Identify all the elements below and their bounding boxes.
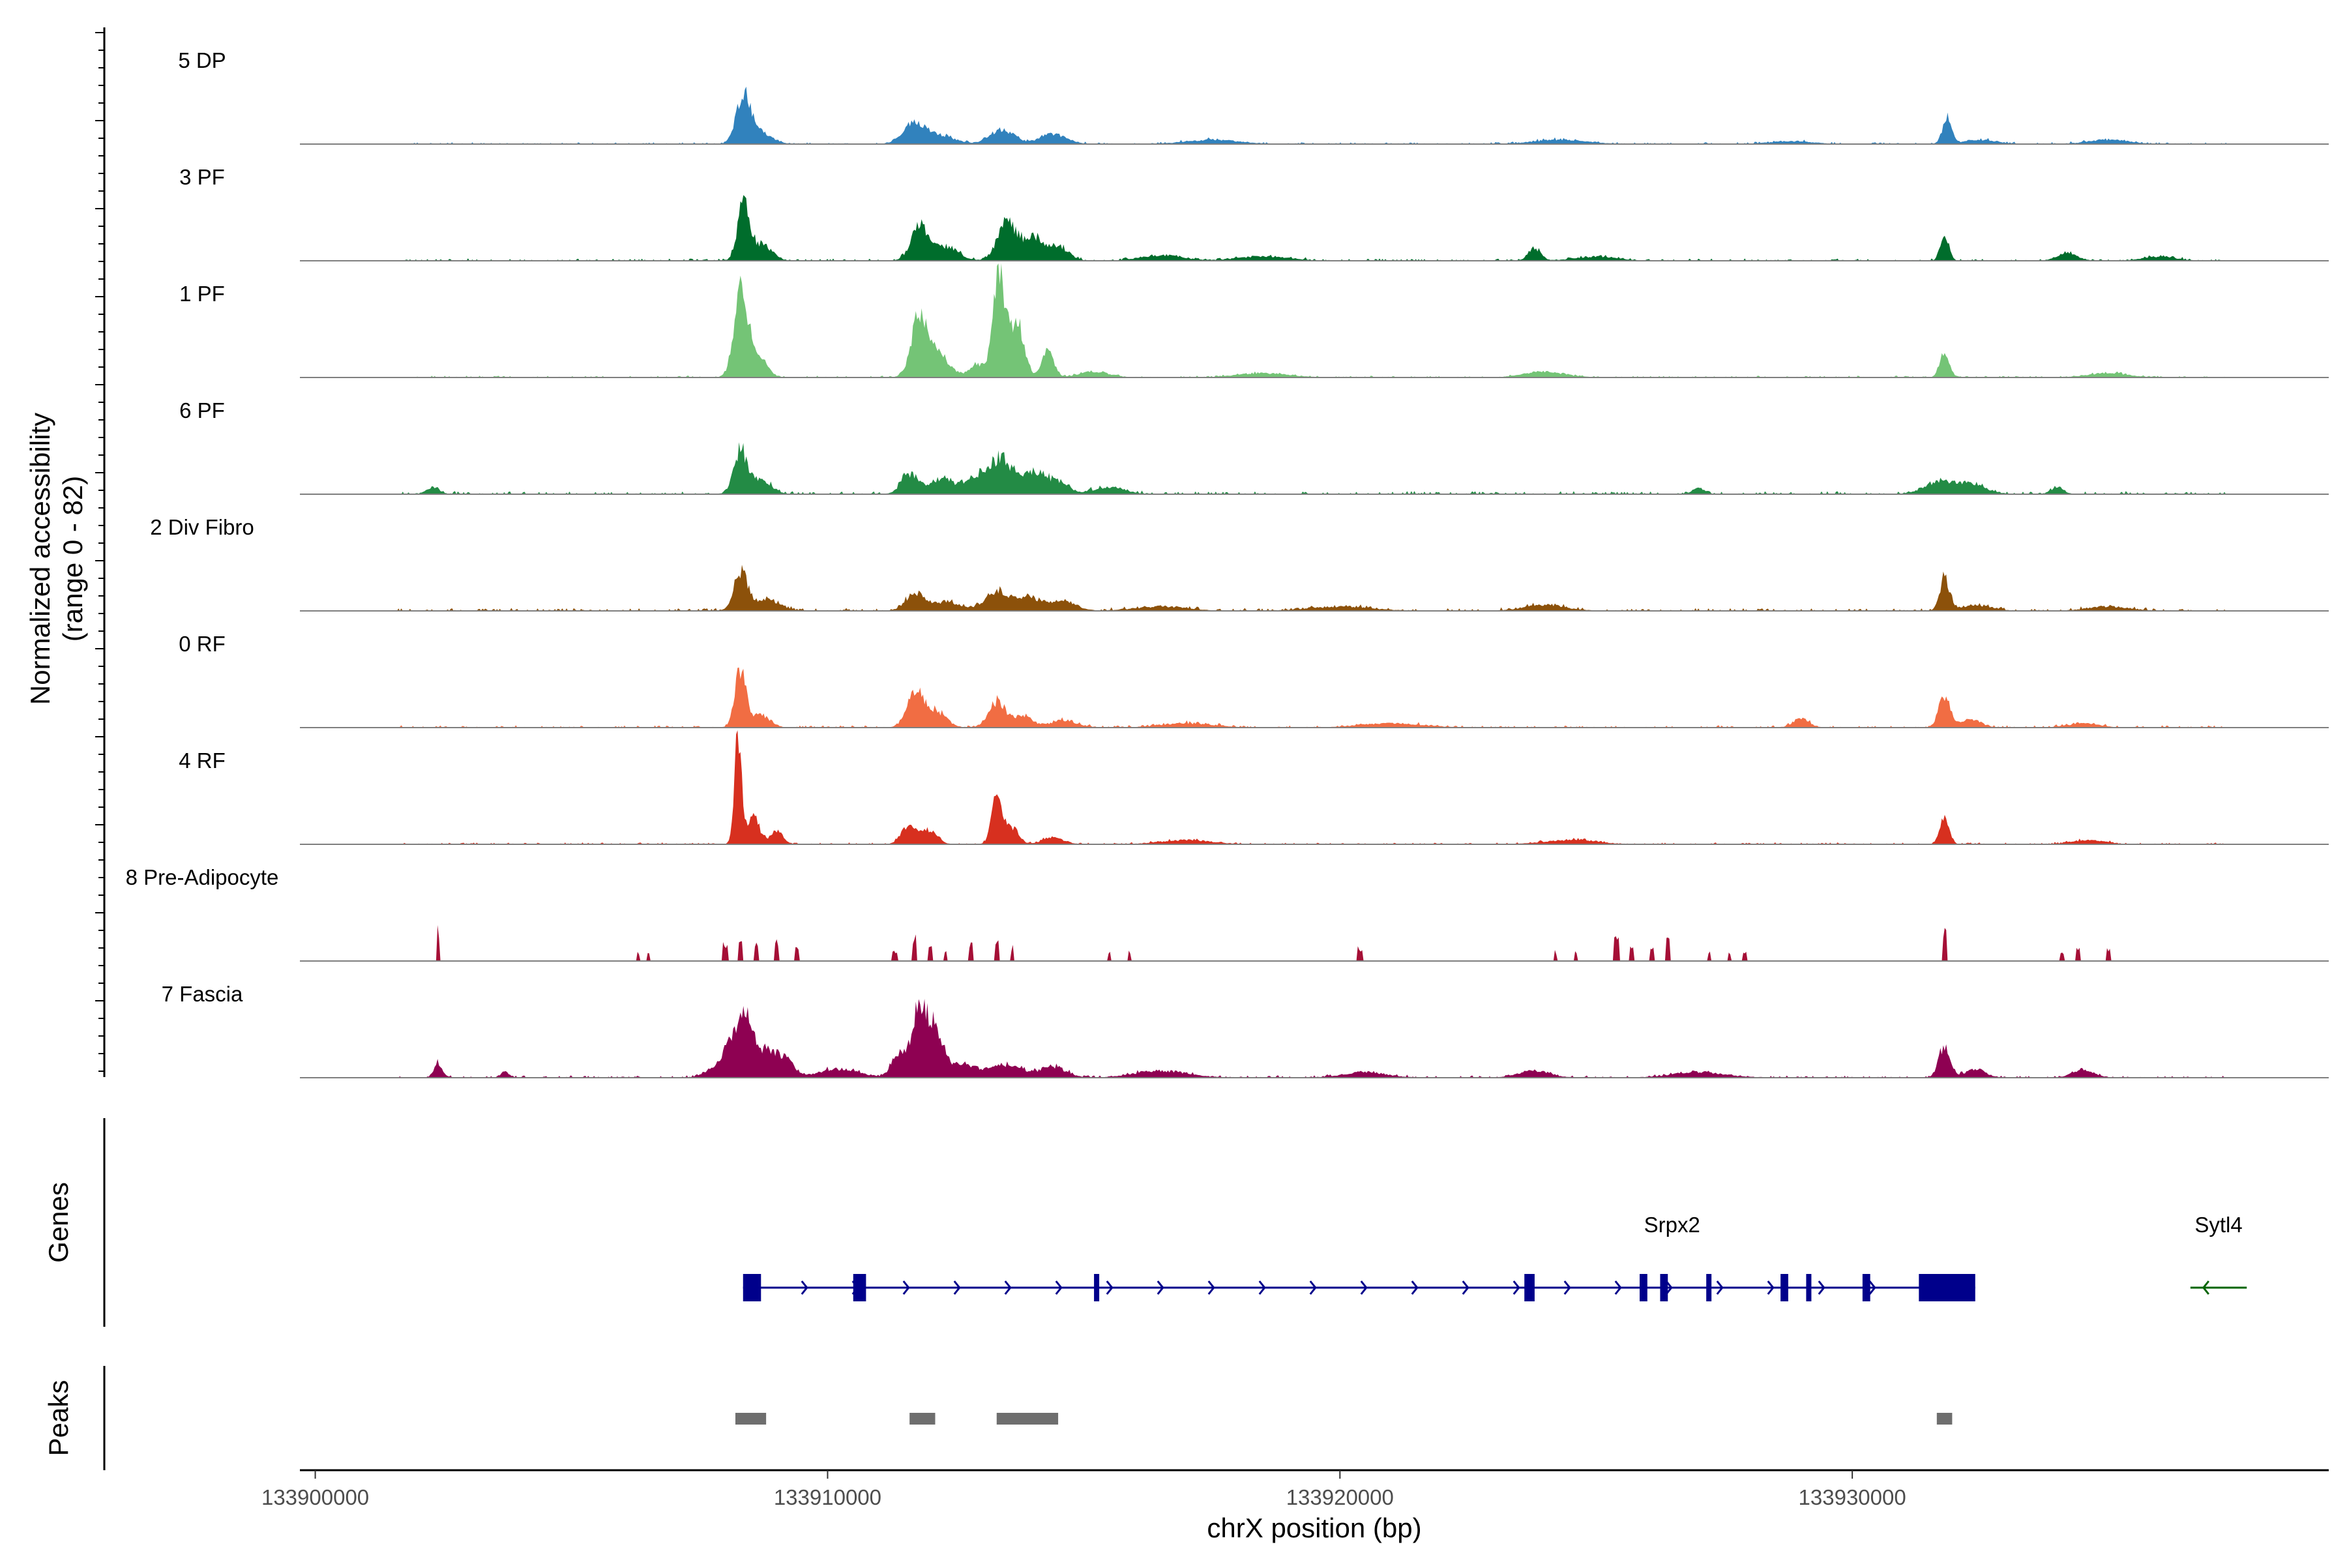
peak-region: [735, 1413, 767, 1425]
gene-sytl4: Sytl4: [2190, 1213, 2247, 1295]
x-axis-ticks: 133900000 133910000 133920000 133930000: [261, 1470, 1906, 1509]
coverage-tracks: 5 DP 3 PF 1 PF 6 PF 2 Div Fibro 0 RF 4 RF 8 Pre…: [126, 48, 2329, 1078]
gene-exon: [743, 1274, 761, 1301]
track-label: 2 Div Fibro: [150, 515, 254, 539]
track-3-pf: 3 PF: [179, 165, 2329, 261]
x-tick-label: 133920000: [1286, 1485, 1394, 1509]
gene-exon: [1094, 1274, 1100, 1301]
gene-exon: [1919, 1274, 1975, 1301]
track-8-pre-adipocyte: 8 Pre-Adipocyte: [126, 865, 2329, 962]
gene-exon: [1806, 1274, 1812, 1301]
strand-arrow: [1665, 1280, 1673, 1295]
x-axis-title: chrX position (bp): [1207, 1513, 1421, 1543]
track-label: 6 PF: [179, 398, 225, 422]
gene-exon: [1862, 1274, 1870, 1301]
peak-region: [909, 1413, 936, 1425]
strand-arrow: [902, 1280, 910, 1295]
strand-arrow: [1563, 1280, 1571, 1295]
track-6-pf: 6 PF: [179, 398, 2329, 495]
track-label: 0 RF: [179, 632, 226, 656]
strand-arrow: [1411, 1280, 1419, 1295]
track-0-rf: 0 RF: [179, 632, 2329, 728]
strand-arrow: [2202, 1280, 2209, 1295]
strand-arrow: [1055, 1280, 1063, 1295]
strand-arrow: [1716, 1280, 1724, 1295]
strand-arrow: [1309, 1280, 1317, 1295]
peaks-track-title: Peaks: [43, 1380, 74, 1457]
genes-track: Srpx2 Sytl4: [743, 1213, 2247, 1301]
gene-exon: [1706, 1274, 1712, 1301]
strand-arrow: [1207, 1280, 1215, 1295]
strand-arrow: [1258, 1280, 1266, 1295]
strand-arrow: [801, 1280, 808, 1295]
strand-arrow: [953, 1280, 961, 1295]
strand-arrow: [1462, 1280, 1469, 1295]
strand-arrow: [1106, 1280, 1114, 1295]
gene-exon: [853, 1274, 866, 1301]
gene-label: Sytl4: [2194, 1213, 2242, 1237]
x-tick-label: 133930000: [1799, 1485, 1906, 1509]
x-tick-label: 133910000: [774, 1485, 881, 1509]
gene-exon: [1524, 1274, 1535, 1301]
gene-exon: [1780, 1274, 1788, 1301]
x-tick-label: 133900000: [261, 1485, 369, 1509]
strand-arrow: [1513, 1280, 1520, 1295]
coverage-y-axis-title: Normalized accessibility: [25, 413, 55, 705]
peak-region: [996, 1413, 1059, 1425]
gene-label: Srpx2: [1644, 1213, 1700, 1237]
track-7-fascia: 7 Fascia: [162, 982, 2329, 1078]
track-2-div-fibro: 2 Div Fibro: [150, 515, 2329, 612]
coverage-y-axis-ticks: [95, 32, 104, 1072]
track-1-pf: 1 PF: [179, 263, 2329, 378]
strand-arrow: [1818, 1280, 1825, 1295]
track-label: 4 RF: [179, 748, 226, 773]
coverage-y-axis-range: (range 0 - 82): [57, 476, 88, 642]
track-label: 8 Pre-Adipocyte: [126, 865, 279, 889]
strand-arrow: [1360, 1280, 1368, 1295]
genes-track-title: Genes: [43, 1182, 74, 1263]
peaks-track: [735, 1413, 1953, 1425]
track-label: 3 PF: [179, 165, 225, 189]
track-label: 7 Fascia: [162, 982, 243, 1006]
strand-arrow: [1614, 1280, 1622, 1295]
track-label: 1 PF: [179, 282, 225, 306]
track-4-rf: 4 RF: [179, 730, 2329, 845]
peak-region: [1936, 1413, 1953, 1425]
strand-arrow: [1004, 1280, 1012, 1295]
gene-exon: [1660, 1274, 1668, 1301]
strand-arrow: [1868, 1280, 1876, 1295]
track-5-dp: 5 DP: [178, 48, 2329, 145]
gene-srpx2: Srpx2: [743, 1213, 1975, 1301]
strand-arrow: [1157, 1280, 1164, 1295]
strand-arrow: [1767, 1280, 1775, 1295]
track-label: 5 DP: [178, 48, 226, 72]
gene-exon: [1640, 1274, 1647, 1301]
